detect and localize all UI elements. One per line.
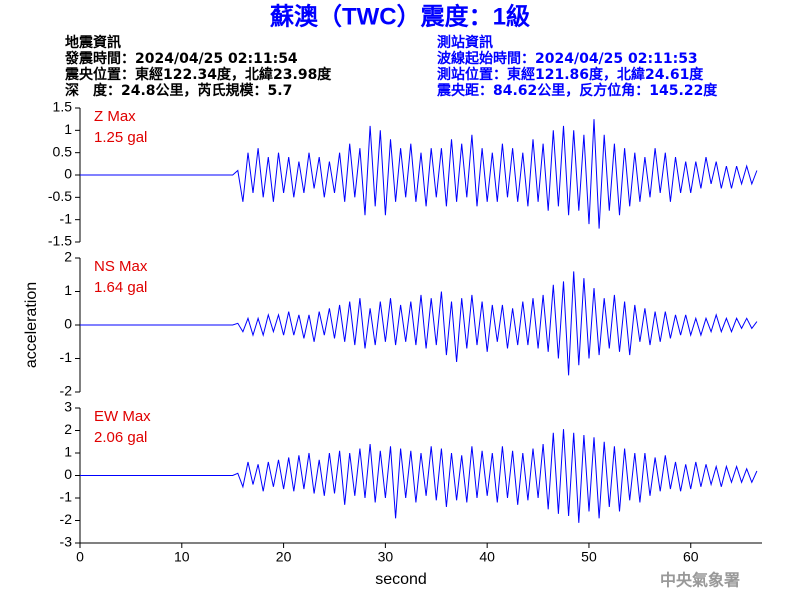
y-tick-label: 2 [64,421,72,437]
annotation: EW Max [94,408,151,425]
y-tick-label: -0.5 [48,188,72,204]
x-tick-label: 0 [76,549,84,565]
y-tick-label: -1 [60,489,73,505]
annotation: Z Max [94,108,136,125]
x-tick-label: 50 [581,549,597,565]
info-right: 測站資訊 [437,34,493,51]
y-tick-label: 1 [64,282,72,298]
y-tick-label: -3 [60,534,73,550]
y-tick-label: 0 [64,466,72,482]
waveform [80,271,758,376]
y-tick-label: 0.5 [53,143,73,159]
info-left: 震央位置：東經122.34度，北緯23.98度 [64,66,332,83]
x-tick-label: 60 [683,549,699,565]
y-tick-label: 1 [64,121,72,137]
y-tick-label: -1.5 [48,233,72,249]
info-left: 地震資訊 [65,34,121,51]
waveform [80,119,758,229]
annotation: 1.64 gal [94,279,147,296]
y-axis-label: acceleration [23,282,40,368]
x-axis-label: second [375,571,427,588]
y-tick-label: 1 [64,444,72,460]
y-tick-label: -2 [60,511,73,527]
title: 蘇澳（TWC）震度：1級 [270,2,530,30]
y-tick-label: 2 [64,249,72,265]
annotation: NS Max [94,258,148,275]
info-right: 測站位置：東經121.86度，北緯24.61度 [437,66,704,83]
x-tick-label: 30 [378,549,394,565]
x-tick-label: 40 [479,549,495,565]
y-tick-label: -1 [60,210,73,226]
footer: 中央氣象署 [660,571,740,590]
y-tick-label: -2 [60,383,73,399]
y-tick-label: 0 [64,316,72,332]
y-tick-label: -1 [60,349,73,365]
info-right: 震央距：84.62公里，反方位角：145.22度 [436,82,718,99]
info-left: 深 度：24.8公里，芮氏規模：5.7 [65,82,292,99]
y-tick-label: 3 [64,399,72,415]
y-tick-label: 1.5 [53,99,73,115]
waveform [80,429,758,523]
y-tick-label: 0 [64,166,72,182]
info-right: 波線起始時間：2024/04/25 02:11:53 [437,50,698,67]
info-left: 發震時間：2024/04/25 02:11:54 [64,50,298,67]
x-tick-label: 10 [174,549,190,565]
annotation: 1.25 gal [94,129,147,146]
x-tick-label: 20 [276,549,292,565]
annotation: 2.06 gal [94,429,147,446]
